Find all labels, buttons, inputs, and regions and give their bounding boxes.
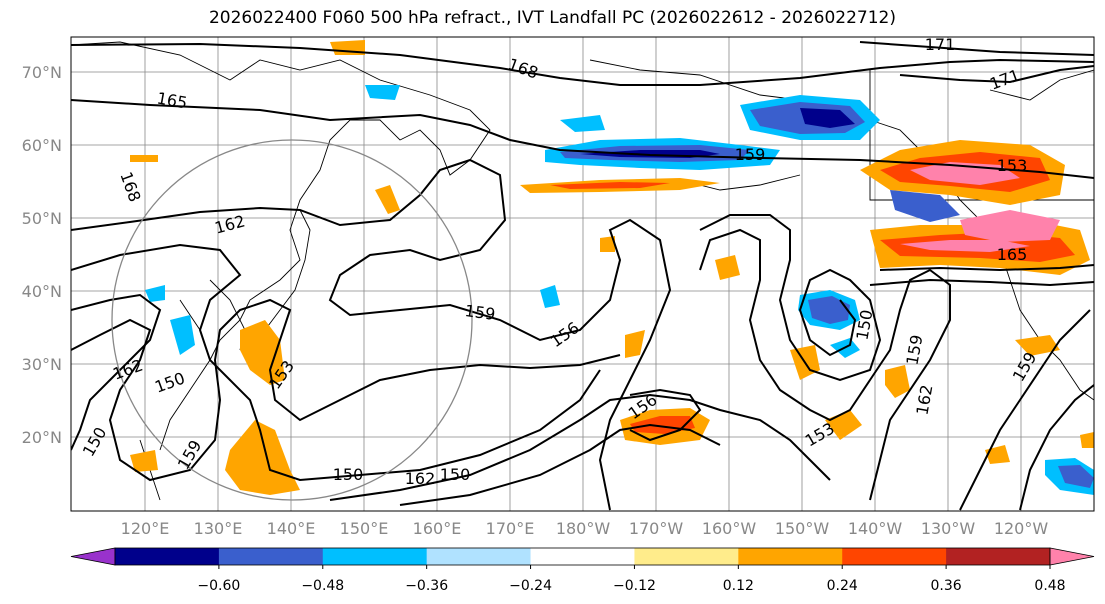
longitude-label: 150°W [775, 519, 830, 538]
longitude-labels: 120°E 130°E 140°E 150°E 160°E 170°E 180°W 170°W… [121, 519, 1049, 538]
contour-label: 159 [464, 301, 497, 324]
colorbar-frame [114, 547, 1051, 566]
colorbar [70, 547, 1095, 566]
colorbar-tick-label: 0.48 [1034, 578, 1065, 594]
contour-label: 159 [902, 333, 926, 366]
colorbar-tick-label: −0.60 [197, 578, 240, 594]
latitude-label: 50°N [22, 209, 62, 228]
contour-label: 162 [110, 355, 145, 383]
colorbar-tick-label: −0.24 [509, 578, 552, 594]
coastlines [71, 41, 1094, 501]
map-frame [70, 36, 1095, 512]
contour-label: 162 [405, 469, 436, 488]
latitude-label: 40°N [22, 282, 62, 301]
contour-label: 156 [547, 318, 583, 351]
contour-label: 165 [997, 245, 1028, 264]
contour-label: 150 [333, 465, 364, 484]
longitude-label: 130°W [921, 519, 976, 538]
latitude-label: 60°N [22, 136, 62, 155]
colorbar-segment [322, 548, 428, 565]
contour-label: 153 [997, 156, 1028, 175]
colorbar-segment [946, 548, 1051, 565]
longitude-label: 170°W [629, 519, 684, 538]
longitude-label: 150°E [340, 519, 389, 538]
colorbar-segment [218, 548, 324, 565]
contour-label: 168 [506, 54, 541, 82]
latitude-labels: 70°N 60°N 50°N 40°N 30°N 20°N [22, 63, 62, 447]
colorbar-tick-label: −0.36 [405, 578, 448, 594]
longitude-label: 170°E [486, 519, 535, 538]
longitude-label: 160°W [702, 519, 757, 538]
longitude-label: 130°E [194, 519, 243, 538]
colorbar-tick-label: 0.24 [827, 578, 858, 594]
longitude-label: 160°E [413, 519, 462, 538]
colorbar-tick-label: −0.48 [301, 578, 344, 594]
longitude-label: 140°E [267, 519, 316, 538]
colorbar-extend-low [70, 547, 116, 566]
contour-label: 159 [174, 437, 206, 473]
colorbar-segment [530, 548, 635, 565]
plot-title: 2026022400 F060 500 hPa refract., IVT La… [208, 8, 896, 28]
projection-circle [111, 139, 473, 501]
colorbar-segment [842, 548, 947, 565]
longitude-label: 120°W [994, 519, 1049, 538]
colorbar-tick-label: −0.12 [613, 578, 656, 594]
contour-label: 150 [852, 308, 876, 341]
latitude-label: 20°N [22, 428, 62, 447]
contours [71, 41, 1094, 511]
colorbar-segment [634, 548, 739, 565]
longitude-label: 120°E [121, 519, 170, 538]
longitude-label: 180°W [556, 519, 611, 538]
contour-label: 168 [116, 169, 144, 204]
colorbar-tick-label: 0.12 [723, 578, 754, 594]
contour-label: 150 [440, 465, 471, 484]
colorbar-tick-labels: −0.60 −0.48 −0.36 −0.24 −0.12 0.12 0.24 0.36 0.4… [197, 565, 1066, 594]
contour-label: 159 [735, 145, 766, 164]
latitude-label: 30°N [22, 355, 62, 374]
colorbar-tick-label: 0.36 [931, 578, 962, 594]
contour-label: 162 [912, 383, 936, 416]
contour-label: 171 [987, 65, 1022, 93]
longitude-label: 140°W [848, 519, 903, 538]
contour-label: 150 [152, 368, 187, 396]
colorbar-extend-high [1049, 547, 1095, 566]
contour-label: 150 [79, 424, 111, 460]
colorbar-segment [115, 548, 220, 565]
colorbar-segment [426, 548, 532, 565]
latitude-label: 70°N [22, 63, 62, 82]
contour-label: 171 [925, 35, 956, 54]
colorbar-segment [738, 548, 843, 565]
contour-label: 165 [155, 88, 188, 112]
